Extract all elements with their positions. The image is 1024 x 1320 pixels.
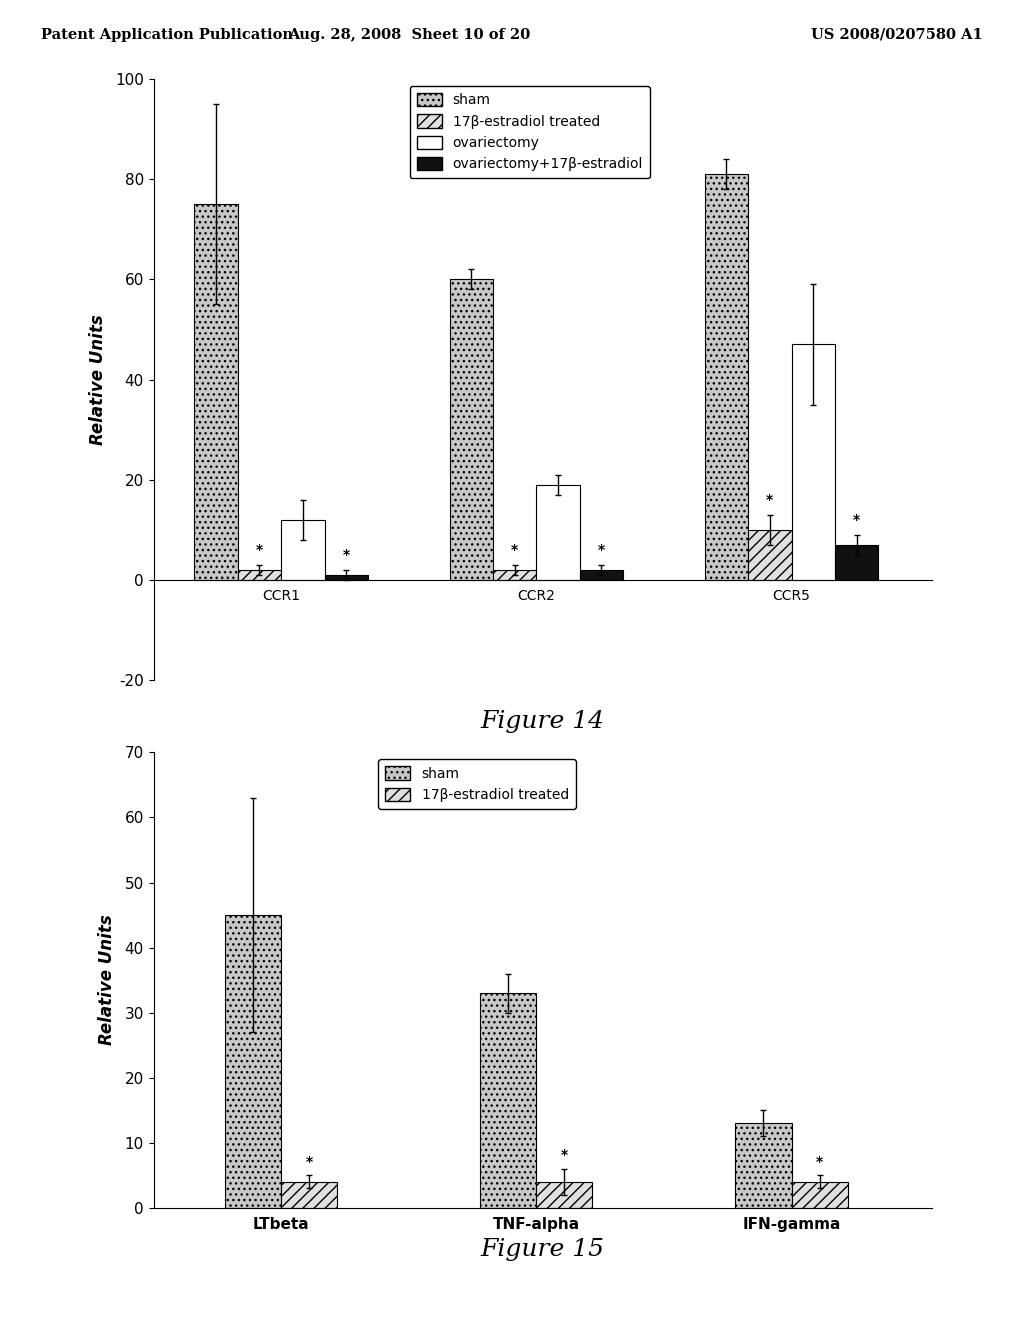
Bar — [225, 915, 282, 1208]
Bar — [835, 545, 879, 579]
Text: Figure 15: Figure 15 — [480, 1238, 605, 1261]
Bar — [325, 574, 368, 579]
Legend: sham, 17β-estradiol treated: sham, 17β-estradiol treated — [379, 759, 575, 809]
Bar — [238, 570, 282, 579]
Bar — [450, 280, 493, 579]
Text: Patent Application Publication: Patent Application Publication — [41, 28, 293, 42]
Text: *: * — [598, 543, 605, 557]
Text: *: * — [766, 494, 773, 507]
Text: Figure 14: Figure 14 — [480, 710, 605, 733]
Text: *: * — [343, 548, 350, 562]
Text: US 2008/0207580 A1: US 2008/0207580 A1 — [811, 28, 983, 42]
Y-axis label: Relative Units: Relative Units — [89, 314, 106, 445]
Bar — [282, 520, 325, 579]
Bar — [537, 484, 580, 579]
Text: *: * — [256, 543, 263, 557]
Bar — [282, 1181, 337, 1208]
Bar — [195, 205, 238, 579]
Bar — [749, 529, 792, 579]
Y-axis label: Relative Units: Relative Units — [98, 915, 116, 1045]
Text: *: * — [306, 1155, 312, 1168]
Bar — [580, 570, 623, 579]
Legend: sham, 17β-estradiol treated, ovariectomy, ovariectomy+17β-estradiol: sham, 17β-estradiol treated, ovariectomy… — [410, 86, 650, 178]
Text: Aug. 28, 2008  Sheet 10 of 20: Aug. 28, 2008 Sheet 10 of 20 — [289, 28, 530, 42]
Text: *: * — [561, 1148, 568, 1162]
Bar — [705, 174, 749, 579]
Bar — [735, 1123, 792, 1208]
Text: *: * — [853, 513, 860, 527]
Bar — [792, 1181, 848, 1208]
Text: *: * — [816, 1155, 823, 1168]
Bar — [480, 993, 537, 1208]
Bar — [792, 345, 835, 579]
Bar — [537, 1181, 593, 1208]
Bar — [493, 570, 537, 579]
Text: *: * — [511, 543, 518, 557]
